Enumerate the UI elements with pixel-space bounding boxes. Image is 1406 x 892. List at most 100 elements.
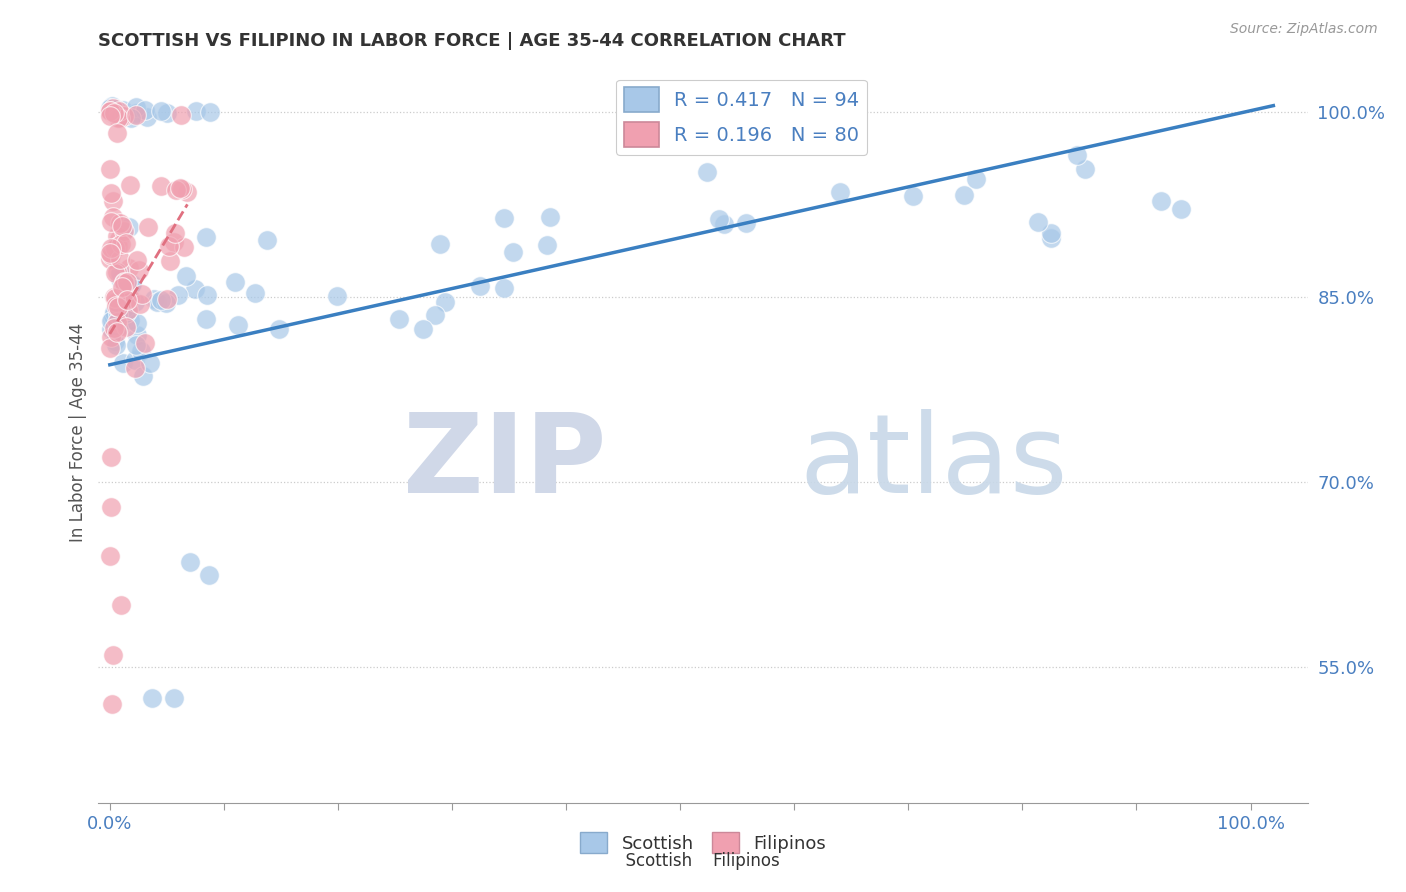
Point — [118, 291, 141, 305]
Point — [142, 293, 165, 307]
Point — [100, 450, 122, 465]
Point — [110, 599, 132, 613]
Point — [101, 648, 124, 662]
Point — [198, 567, 221, 582]
Point — [536, 238, 558, 252]
Point — [129, 296, 152, 310]
Point — [103, 304, 125, 318]
Point — [179, 555, 201, 569]
Text: SCOTTISH VS FILIPINO IN LABOR FORCE | AGE 35-44 CORRELATION CHART: SCOTTISH VS FILIPINO IN LABOR FORCE | AG… — [98, 32, 846, 50]
Point — [104, 266, 127, 280]
Point — [165, 183, 187, 197]
Point — [118, 261, 141, 276]
Text: Source: ZipAtlas.com: Source: ZipAtlas.com — [1230, 22, 1378, 37]
Point — [112, 109, 135, 123]
Point — [104, 294, 127, 309]
Point — [195, 312, 218, 326]
Point — [112, 277, 135, 291]
Point — [707, 211, 730, 226]
Point — [538, 210, 561, 224]
Text: ZIP: ZIP — [404, 409, 606, 516]
Point — [163, 235, 186, 249]
Y-axis label: In Labor Force | Age 35-44: In Labor Force | Age 35-44 — [69, 323, 87, 542]
Point — [100, 101, 122, 115]
Point — [163, 690, 186, 705]
Point — [167, 288, 190, 302]
Point — [124, 352, 146, 367]
Point — [101, 697, 124, 711]
Point — [224, 275, 246, 289]
Point — [104, 291, 127, 305]
Point — [127, 252, 149, 267]
Point — [1066, 148, 1088, 162]
Point — [124, 295, 146, 310]
Point — [110, 266, 132, 280]
Point — [117, 302, 139, 317]
Point — [108, 297, 131, 311]
Point — [176, 186, 198, 200]
Point — [108, 111, 131, 125]
Point — [112, 224, 135, 238]
Point — [735, 216, 758, 230]
Point — [105, 325, 128, 339]
Point — [100, 321, 122, 335]
Point — [104, 109, 127, 123]
Point — [502, 244, 524, 259]
Point — [105, 299, 128, 313]
Point — [146, 295, 169, 310]
Point — [103, 321, 125, 335]
Point — [1074, 162, 1097, 177]
Point — [112, 275, 135, 289]
Point — [108, 272, 131, 286]
Point — [104, 338, 127, 352]
Point — [267, 322, 290, 336]
Point — [115, 293, 138, 307]
Point — [713, 217, 735, 231]
Point — [100, 215, 122, 229]
Point — [100, 312, 122, 326]
Point — [1039, 230, 1062, 244]
Point — [115, 275, 138, 289]
Point — [125, 108, 148, 122]
Point — [105, 104, 128, 119]
Point — [128, 263, 150, 277]
Point — [105, 229, 128, 244]
Point — [110, 236, 132, 251]
Point — [901, 188, 924, 202]
Point — [149, 103, 172, 118]
Point — [115, 294, 138, 309]
Point — [125, 106, 148, 120]
Point — [105, 109, 128, 123]
Point — [155, 296, 177, 310]
Point — [107, 307, 129, 321]
Point — [100, 103, 122, 118]
Point — [1040, 226, 1063, 240]
Point — [170, 108, 193, 122]
Point — [100, 186, 122, 200]
Point — [159, 254, 181, 268]
Point — [120, 312, 142, 326]
Point — [98, 549, 121, 563]
Point — [149, 293, 172, 307]
Point — [156, 106, 179, 120]
Point — [124, 361, 146, 376]
Point — [115, 292, 138, 306]
Point — [98, 252, 121, 266]
Point — [433, 295, 456, 310]
Point — [184, 103, 207, 118]
Point — [105, 126, 128, 140]
Point — [163, 226, 186, 240]
Point — [169, 181, 191, 195]
Point — [125, 327, 148, 342]
Point — [105, 306, 128, 320]
Legend: Scottish, Filipinos: Scottish, Filipinos — [572, 825, 834, 861]
Point — [100, 99, 122, 113]
Point — [174, 269, 197, 284]
Point — [388, 312, 411, 326]
Point — [98, 103, 121, 118]
Point — [108, 319, 131, 334]
Point — [134, 335, 156, 350]
Point — [157, 239, 180, 253]
Point — [149, 178, 172, 193]
Point — [183, 282, 205, 296]
